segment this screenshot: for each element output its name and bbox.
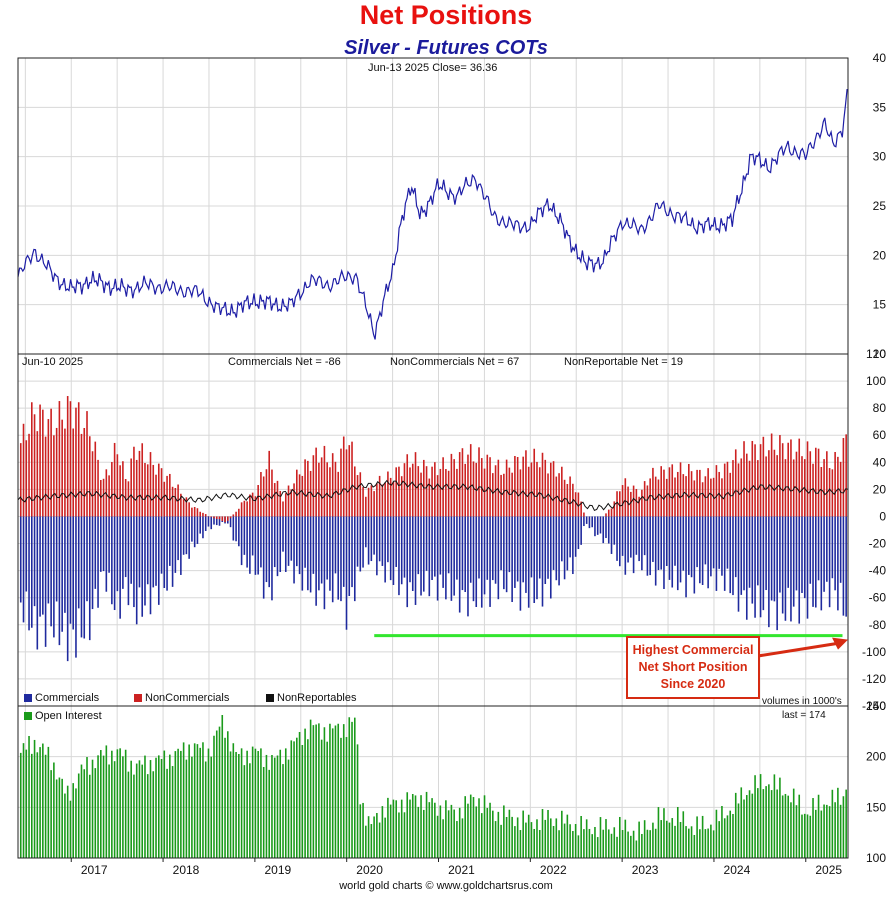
xtick-2017: 2017: [81, 863, 108, 877]
xtick-2020: 2020: [356, 863, 383, 877]
grid-lines: [18, 58, 848, 858]
chart-subtitle: Silver - Futures COTs: [344, 37, 548, 59]
callout-box: Highest Commercial Net Short Position Si…: [626, 636, 760, 699]
callout-line-3: Since 2020: [660, 677, 726, 691]
net-ytick-0: 0: [879, 509, 886, 523]
noncommercials-net-label: NonCommercials Net = 67: [390, 356, 520, 368]
xtick-2022: 2022: [540, 863, 567, 877]
net-ytick--20: -20: [869, 537, 887, 551]
net-ytick-120: 120: [866, 347, 886, 361]
nonreportable-net-label: NonReportable Net = 19: [564, 356, 683, 368]
net-ytick-40: 40: [873, 455, 887, 469]
annotations: [374, 634, 848, 664]
commercials-net-label: Commercials Net = -86: [228, 356, 341, 368]
panel-frame-3: [17, 705, 849, 859]
net-ytick-100: 100: [866, 374, 886, 388]
callout-line-1: Highest Commercial: [632, 643, 754, 657]
oi-ytick-150: 150: [866, 800, 886, 814]
oi-ytick-200: 200: [866, 750, 886, 764]
legend-open-interest: Open Interest: [24, 710, 102, 722]
net-ytick--140: -140: [862, 699, 886, 713]
price-ytick-20: 20: [873, 248, 887, 262]
net-ytick-20: 20: [873, 482, 887, 496]
net-ytick--120: -120: [862, 672, 886, 686]
oi-ytick-250: 250: [866, 699, 886, 713]
axis-ticks: 10152025303540-140-120-100-80-60-40-2002…: [70, 51, 887, 877]
positions-date-label: Jun-10 2025: [22, 356, 84, 368]
legend-commercials-swatch: [24, 694, 32, 702]
price-ytick-40: 40: [873, 51, 887, 65]
panel-frames: [17, 57, 849, 859]
net-ytick-80: 80: [873, 401, 887, 415]
price-ytick-30: 30: [873, 150, 887, 164]
legend-noncommercials-swatch: [134, 694, 142, 702]
oi-ytick-100: 100: [866, 851, 886, 865]
price-info-label: Jun-13 2025 Close= 36.36: [368, 62, 498, 74]
callout-line-2: Net Short Position: [638, 660, 748, 674]
legend-oi-text: Open Interest: [35, 710, 102, 722]
price-series-line: [17, 88, 848, 340]
callout-arrow-head: [832, 637, 848, 650]
legend-nonreportables-text: NonReportables: [277, 692, 357, 704]
legend-noncommercials: NonCommercials: [134, 692, 229, 704]
xtick-2023: 2023: [632, 863, 659, 877]
legend-commercials: Commercials: [24, 692, 99, 704]
xtick-2021: 2021: [448, 863, 475, 877]
legend-nonreportables-swatch: [266, 694, 274, 702]
net-ytick--40: -40: [869, 564, 887, 578]
price-ytick-15: 15: [873, 298, 887, 312]
price-ytick-10: 10: [873, 347, 887, 361]
legend-nonreportables: NonReportables: [266, 692, 357, 704]
xtick-2025: 2025: [815, 863, 842, 877]
net-ytick--60: -60: [869, 591, 887, 605]
price-panel: [17, 88, 848, 340]
legend-oi-swatch: [24, 712, 32, 720]
volumes-note: volumes in 1000's: [762, 696, 842, 707]
net-positions-panel: [17, 396, 849, 662]
legend-noncommercials-text: NonCommercials: [145, 692, 230, 704]
xtick-2024: 2024: [724, 863, 751, 877]
net-ytick--100: -100: [862, 645, 886, 659]
oi-last-label: last = 174: [782, 710, 826, 721]
footer-credit: world gold charts © www.goldchartsrus.co…: [339, 880, 553, 892]
open-interest-panel: [19, 714, 847, 858]
net-ytick--80: -80: [869, 618, 887, 632]
nonreportables-line: [17, 479, 849, 512]
chart-title: Net Positions: [359, 0, 533, 30]
legend-commercials-text: Commercials: [35, 692, 100, 704]
price-ytick-35: 35: [873, 100, 887, 114]
xtick-2019: 2019: [264, 863, 291, 877]
xtick-2018: 2018: [173, 863, 200, 877]
net-ytick-60: 60: [873, 428, 887, 442]
price-ytick-25: 25: [873, 199, 887, 213]
